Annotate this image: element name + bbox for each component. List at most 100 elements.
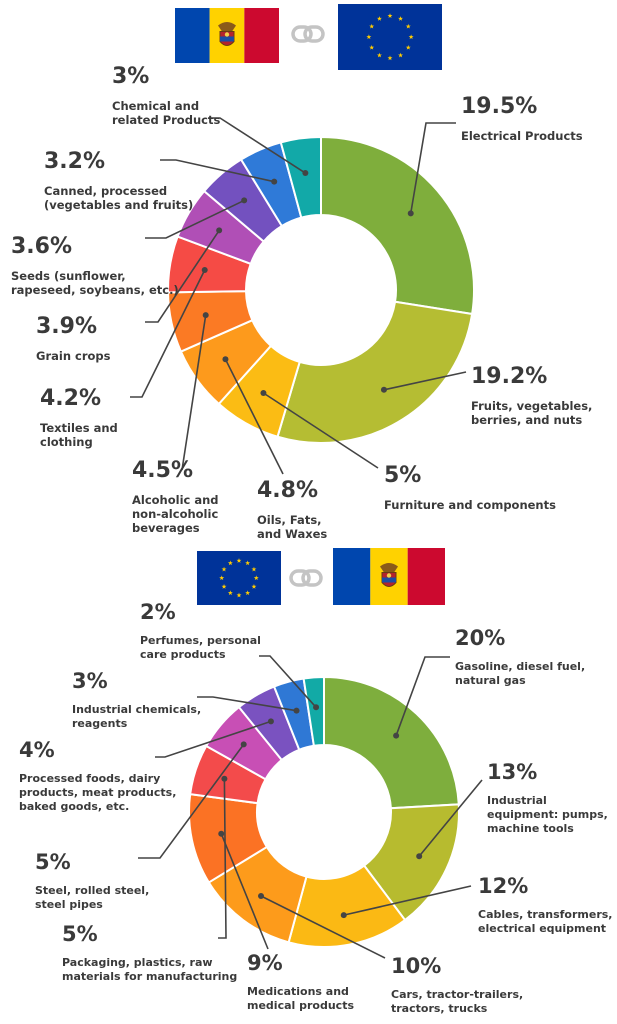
leader-line [181, 315, 207, 471]
leader-dot [201, 266, 208, 273]
slice-category-label: Oils, Fats, [257, 513, 322, 527]
leader-dot [260, 390, 267, 397]
slice-category-label: Seeds (sunflower, [11, 269, 126, 283]
donut-slice [279, 135, 322, 219]
slice-category-label: Canned, processed [44, 184, 167, 198]
slice-category-label: Grain crops [36, 349, 111, 363]
slice-category-label: Cars, tractor-trailers, [391, 988, 523, 1001]
slice-percent-label: 3% [72, 669, 108, 693]
slice-category-label: Steel, rolled steel, [35, 884, 149, 897]
slice-category-label: materials for manufacturing [62, 970, 237, 983]
slice-percent-label: 9% [247, 951, 283, 975]
slice-category-label: Packaging, plastics, raw [62, 956, 213, 969]
slice-percent-label: 3.2% [44, 149, 105, 174]
slice-category-label: electrical equipment [478, 922, 606, 935]
leader-line [259, 655, 317, 708]
leader-dot [218, 830, 225, 837]
slice-category-label: related Products [112, 113, 220, 127]
slice-category-label: medical products [247, 999, 354, 1012]
slice-percent-label: 4.5% [132, 458, 193, 483]
slice-category-label: Electrical Products [461, 129, 583, 143]
donut-slice [323, 675, 460, 810]
slice-percent-label: 5% [384, 463, 421, 488]
eu-flag-icon [338, 4, 442, 70]
leader-dot [202, 312, 209, 319]
moldova-flag-icon [333, 548, 445, 605]
leader-line [224, 358, 284, 475]
eu-to-moldova-exports-chart: 20% Gasoline, diesel fuel,natural gas 13% I… [19, 600, 612, 1015]
leader-dot [258, 893, 265, 900]
leader-line [197, 696, 297, 712]
slice-category-label: beverages [132, 521, 200, 535]
slice-percent-label: 20% [455, 626, 505, 650]
slice-category-label: non-alcoholic [132, 507, 218, 521]
leader-line [260, 895, 386, 959]
slice-percent-label: 13% [487, 760, 537, 784]
slice-category-label: Textiles and [40, 421, 118, 435]
eu-flag-icon [197, 551, 281, 605]
slice-category-label: Alcoholic and [132, 493, 219, 507]
slice-percent-label: 4% [19, 738, 55, 762]
leader-line [208, 117, 306, 174]
slice-percent-label: 12% [478, 874, 528, 898]
slice-category-label: Perfumes, personal [140, 634, 261, 647]
leader-line [218, 778, 227, 939]
slice-category-label: Gasoline, diesel fuel, [455, 660, 585, 673]
leader-dot [313, 704, 320, 711]
slice-percent-label: 10% [391, 954, 441, 978]
slice-percent-label: 4.8% [257, 478, 318, 503]
leader-dot [340, 912, 347, 919]
slice-percent-label: 5% [35, 850, 71, 874]
slice-category-label: clothing [40, 435, 93, 449]
leader-dot [380, 386, 387, 393]
leader-line [155, 720, 272, 758]
leader-dot [407, 210, 414, 217]
slice-category-label: care products [140, 648, 226, 661]
slice-category-label: Medications and [247, 985, 349, 998]
leader-line [418, 779, 483, 857]
slice-category-label: tractors, trucks [391, 1002, 488, 1015]
leader-line [343, 885, 472, 916]
leader-dot [241, 197, 248, 204]
slice-category-label: berries, and nuts [471, 413, 582, 427]
leader-dot [416, 853, 423, 860]
leader-dot [271, 178, 278, 185]
slice-category-label: and Waxes [257, 527, 327, 541]
chain-link-icon [291, 25, 325, 43]
slice-category-label: natural gas [455, 674, 526, 687]
slice-percent-label: 19.2% [471, 364, 547, 389]
slice-category-label: Chemical and [112, 99, 199, 113]
slice-percent-label: 3.6% [11, 234, 72, 259]
slice-category-label: steel pipes [35, 898, 103, 911]
leader-line [130, 269, 206, 398]
slice-category-label: Cables, transformers, [478, 908, 612, 921]
leader-line [160, 159, 275, 183]
slice-percent-label: 3.9% [36, 314, 97, 339]
donut-slice [276, 300, 474, 444]
leader-dot [222, 356, 229, 363]
leader-line [263, 392, 379, 469]
leader-dot [216, 227, 223, 234]
leader-line [138, 743, 245, 859]
leader-line [145, 199, 245, 239]
chain-link-icon [289, 569, 323, 587]
leader-dot [240, 741, 247, 748]
slice-percent-label: 19.5% [461, 94, 537, 119]
leader-line [145, 229, 220, 323]
moldova-flag-icon [175, 8, 279, 63]
slice-percent-label: 3% [112, 64, 149, 89]
donut-slice [320, 135, 475, 316]
slice-category-label: products, meat products, [19, 786, 176, 799]
slice-category-label: Fruits, vegetables, [471, 399, 592, 413]
leader-line [409, 122, 456, 214]
slice-category-label: machine tools [487, 822, 574, 835]
slice-category-label: Industrial chemicals, [72, 703, 201, 716]
moldova-to-eu-exports-chart: 19.5% Electrical Products 19.2% Fruits, veg… [11, 64, 592, 541]
leader-dot [393, 732, 400, 739]
leader-line [220, 833, 269, 950]
donut-slice [302, 675, 325, 747]
slice-category-label: Processed foods, dairy [19, 772, 160, 785]
slice-percent-label: 2% [140, 600, 176, 624]
leader-dot [293, 707, 300, 714]
